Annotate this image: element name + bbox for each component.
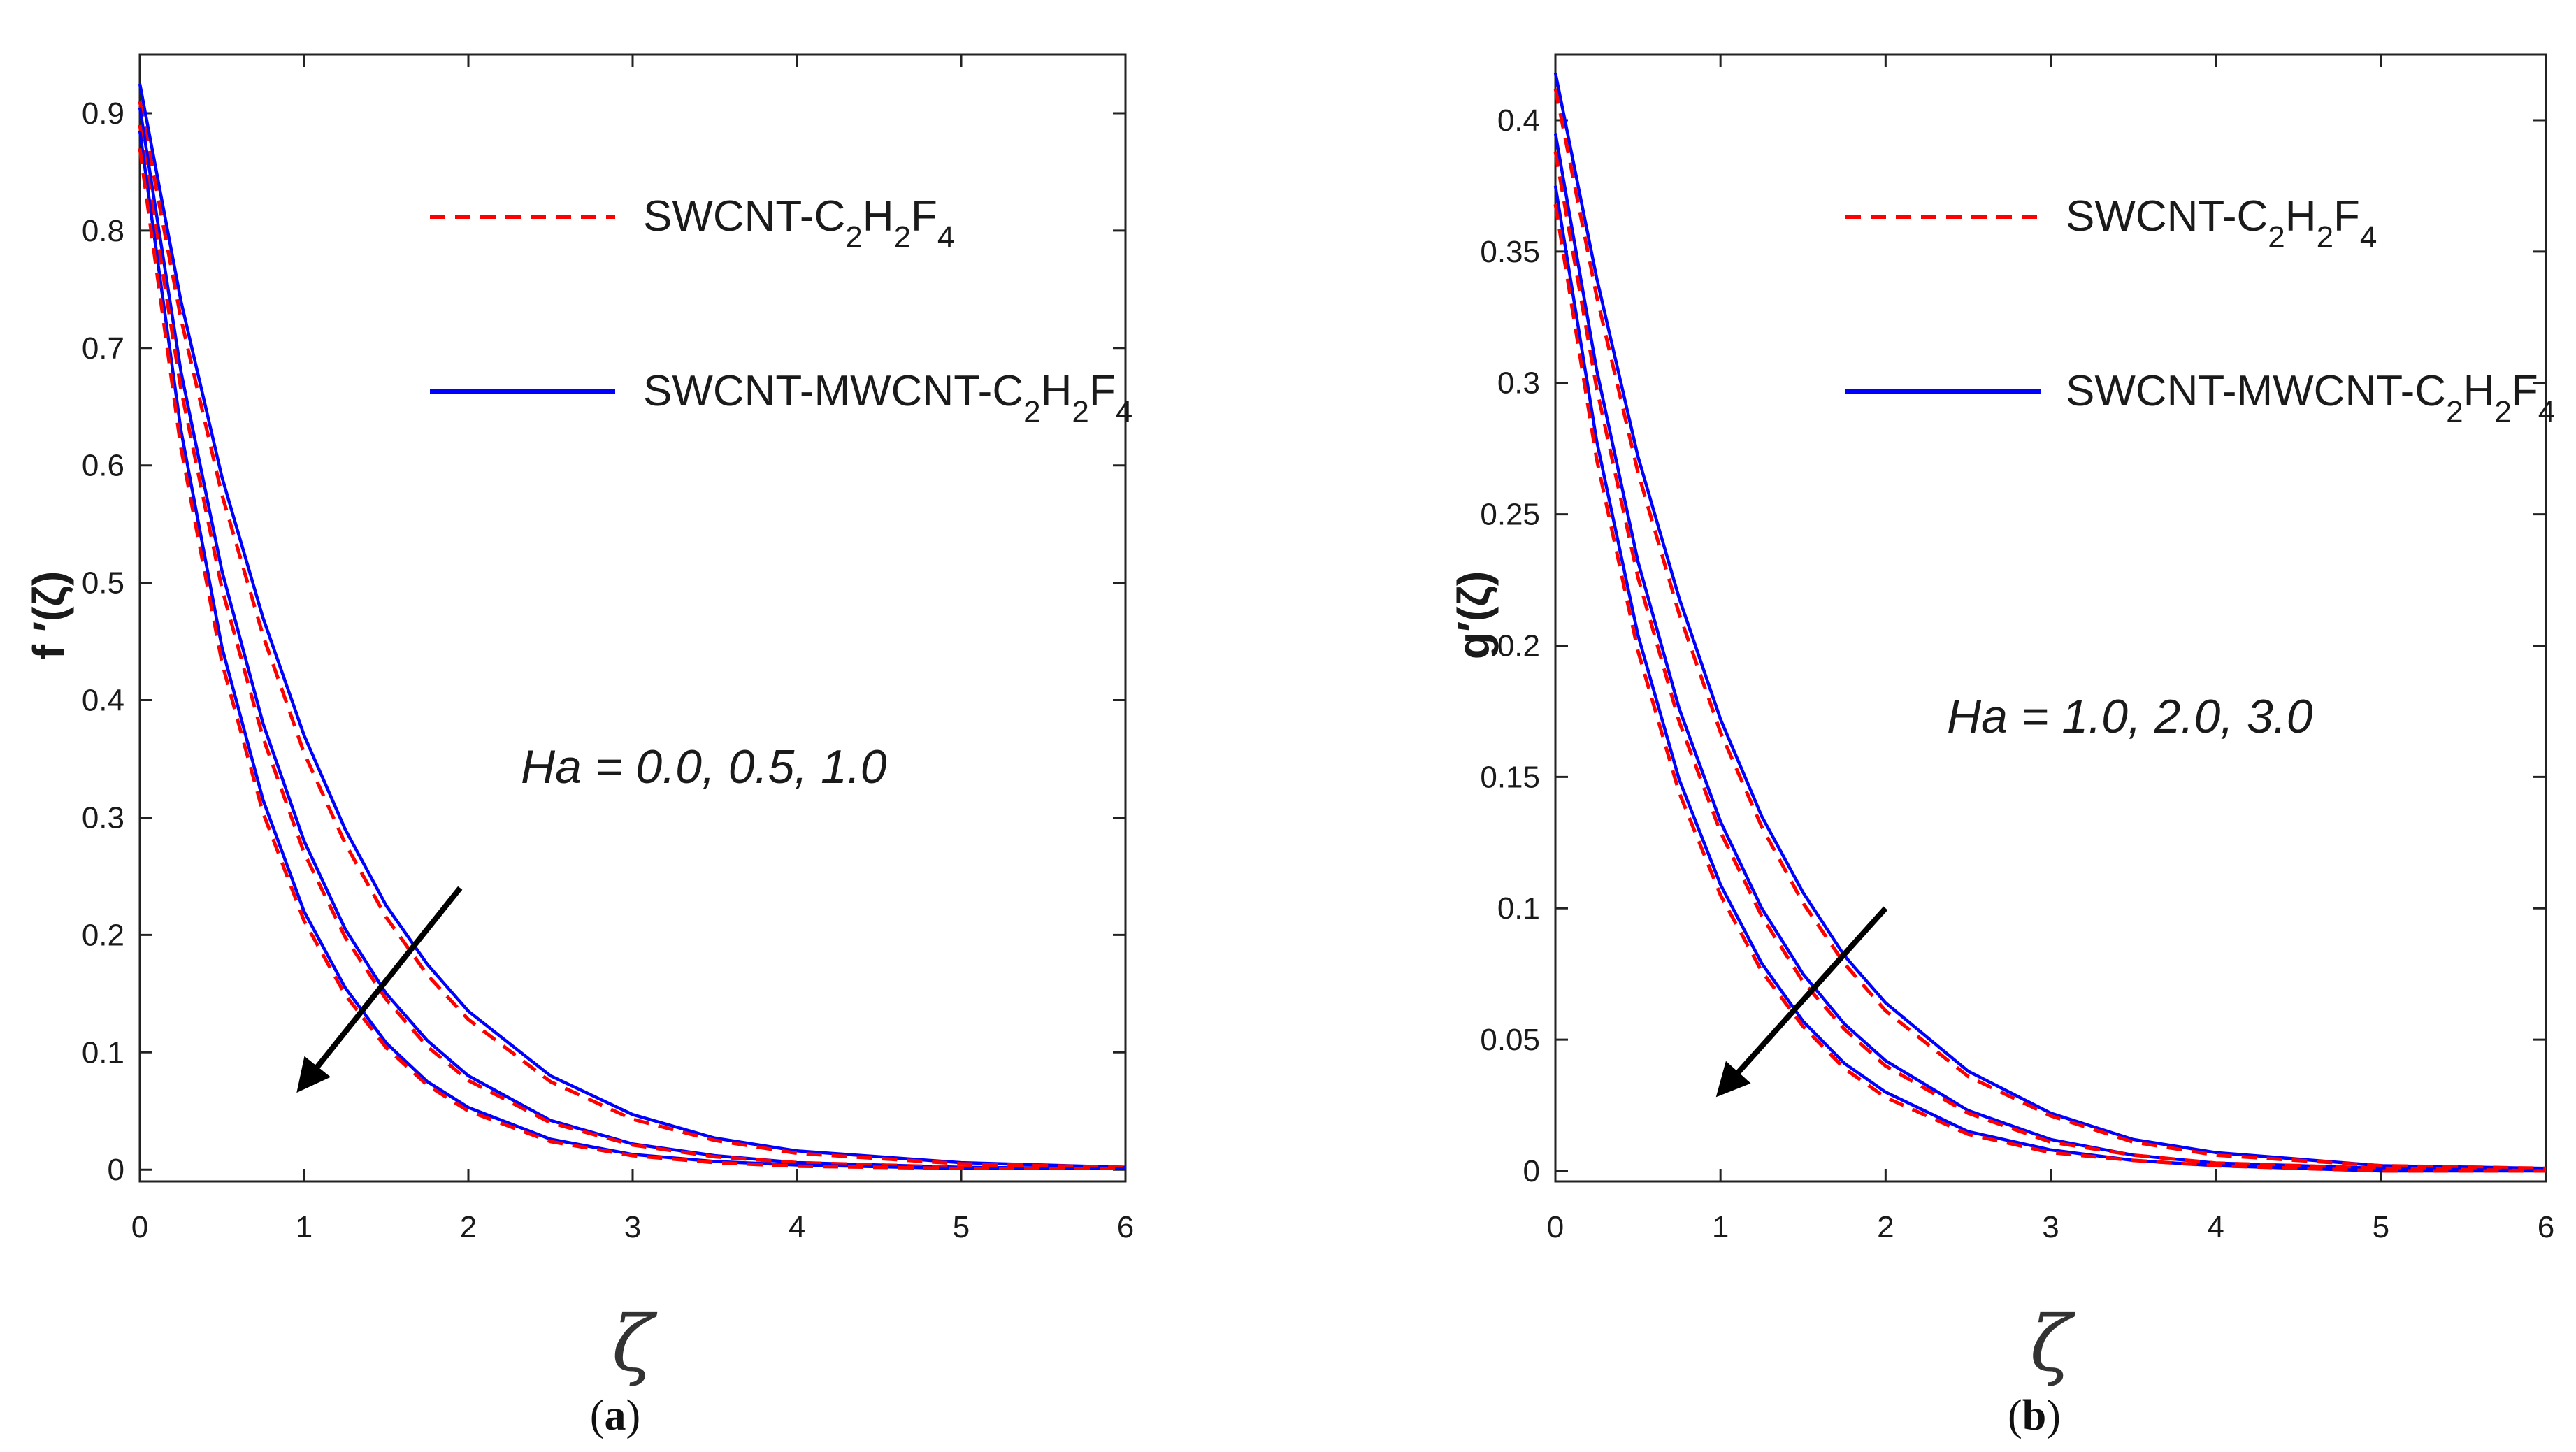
- legend-subscript: 2: [2317, 220, 2333, 254]
- panel-a: 0 1 2 3 4 5 6 0 0.1 0.2 0.3 0.4 0.5 0.6 0.7 0.8 0.9 SWCNT…: [24, 53, 1134, 1439]
- legend-label-base: SWCNT-C: [2066, 192, 2268, 240]
- legend-label-base: SWCNT-MWCNT-C: [643, 367, 1023, 415]
- y-tick-label: 0.6: [82, 449, 124, 483]
- legend-element: F: [2512, 367, 2538, 415]
- legend-subscript: 4: [1116, 395, 1132, 429]
- panel-caption: (a): [590, 1392, 640, 1439]
- caption-close: ): [626, 1392, 641, 1439]
- panel-b: 0 1 2 3 4 5 6 0 0.05 0.1 0.15 0.2 0.25 0.3 0.35 0.4 SWCN…: [1448, 53, 2555, 1439]
- legend-label-base: SWCNT-C: [643, 192, 845, 240]
- legend-element: F: [2333, 192, 2360, 240]
- panel-caption: (b): [2008, 1392, 2061, 1439]
- y-axis-label: g′(ζ): [1448, 571, 1499, 660]
- y-tick-label: 0.8: [82, 214, 124, 248]
- x-axis-label: ζ: [612, 1299, 658, 1388]
- legend-subscript: 2: [2494, 395, 2511, 429]
- x-tick-label: 6: [1117, 1210, 1134, 1244]
- y-axis-label: f ′(ζ): [24, 571, 74, 660]
- x-tick-label: 0: [1547, 1210, 1564, 1244]
- legend-label: SWCNT-MWCNT-C2H2F4: [643, 367, 1132, 429]
- legend-label: SWCNT-C2H2F4: [2066, 192, 2377, 254]
- caption-letter: b: [2022, 1392, 2046, 1439]
- series-line: [138, 101, 1126, 1170]
- y-tick-label: 0: [1523, 1154, 1540, 1188]
- legend-element: H: [2285, 192, 2317, 240]
- y-tick-label: 0.4: [82, 684, 124, 718]
- series-line: [1553, 151, 2547, 1173]
- y-tick-label: 0.2: [82, 918, 124, 952]
- x-tick-label: 1: [296, 1210, 312, 1244]
- series-line: [138, 130, 1125, 1170]
- y-tick-label: 0.35: [1480, 235, 1540, 269]
- series-line: [1553, 88, 2547, 1170]
- series-line: [138, 83, 1126, 1170]
- legend-subscript: 2: [1072, 395, 1088, 429]
- x-tick-label: 5: [953, 1210, 970, 1244]
- legend-subscript: 4: [937, 220, 954, 254]
- x-tick-label: 5: [2373, 1210, 2389, 1244]
- legend-subscript: 2: [894, 220, 911, 254]
- caption-open: (: [2008, 1392, 2022, 1439]
- legend-element: F: [1089, 367, 1116, 415]
- trend-arrow: [1715, 906, 1888, 1098]
- y-tick-label: 0.3: [82, 800, 124, 835]
- x-tick-label: 1: [1712, 1210, 1729, 1244]
- series-line: [138, 124, 1126, 1170]
- legend-subscript: 4: [2360, 220, 2377, 254]
- legend-label: SWCNT-C2H2F4: [643, 192, 954, 254]
- y-tick-label: 0.5: [82, 566, 124, 601]
- y-tick-label: 0.2: [1497, 628, 1540, 663]
- x-tick-label: 6: [2538, 1210, 2554, 1244]
- ha-annotation: Ha = 0.0, 0.5, 1.0: [521, 740, 887, 793]
- legend-subscript: 2: [2268, 220, 2284, 254]
- legend-subscript: 2: [2446, 395, 2463, 429]
- legend-subscript: 2: [845, 220, 862, 254]
- legend-label: SWCNT-MWCNT-C2H2F4: [2066, 367, 2555, 429]
- legend-subscript: 4: [2538, 395, 2555, 429]
- legend-subscript: 2: [1023, 395, 1040, 429]
- x-tick-label: 3: [2042, 1210, 2059, 1244]
- y-tick-label: 0.7: [82, 331, 124, 366]
- y-tick-label: 0.25: [1480, 498, 1540, 532]
- trend-arrow: [296, 886, 463, 1093]
- x-tick-label: 2: [1877, 1210, 1894, 1244]
- x-tick-label: 4: [2207, 1210, 2224, 1244]
- y-tick-label: 0.05: [1480, 1023, 1540, 1057]
- ha-annotation: Ha = 1.0, 2.0, 3.0: [1947, 690, 2313, 743]
- x-tick-label: 0: [131, 1210, 148, 1244]
- series-line: [1553, 203, 2546, 1173]
- y-tick-label: 0.3: [1497, 366, 1540, 401]
- y-tick-label: 0: [108, 1153, 124, 1187]
- caption-close: ): [2046, 1392, 2061, 1439]
- legend-element: F: [911, 192, 937, 240]
- legend-element: H: [863, 192, 894, 240]
- legend-label-base: SWCNT-MWCNT-C: [2066, 367, 2446, 415]
- y-tick-label: 0.15: [1480, 760, 1540, 794]
- y-tick-label: 0.9: [82, 96, 124, 131]
- y-tick-label: 0.1: [1497, 891, 1540, 926]
- x-axis-label: ζ: [2030, 1299, 2076, 1388]
- x-tick-label: 2: [460, 1210, 477, 1244]
- caption-letter: a: [605, 1392, 626, 1439]
- legend-element: H: [2463, 367, 2495, 415]
- legend-element: H: [1041, 367, 1072, 415]
- caption-open: (: [590, 1392, 605, 1439]
- x-tick-label: 4: [789, 1210, 805, 1244]
- y-tick-label: 0.4: [1497, 103, 1540, 138]
- x-tick-label: 3: [624, 1210, 641, 1244]
- y-tick-label: 0.1: [82, 1035, 124, 1070]
